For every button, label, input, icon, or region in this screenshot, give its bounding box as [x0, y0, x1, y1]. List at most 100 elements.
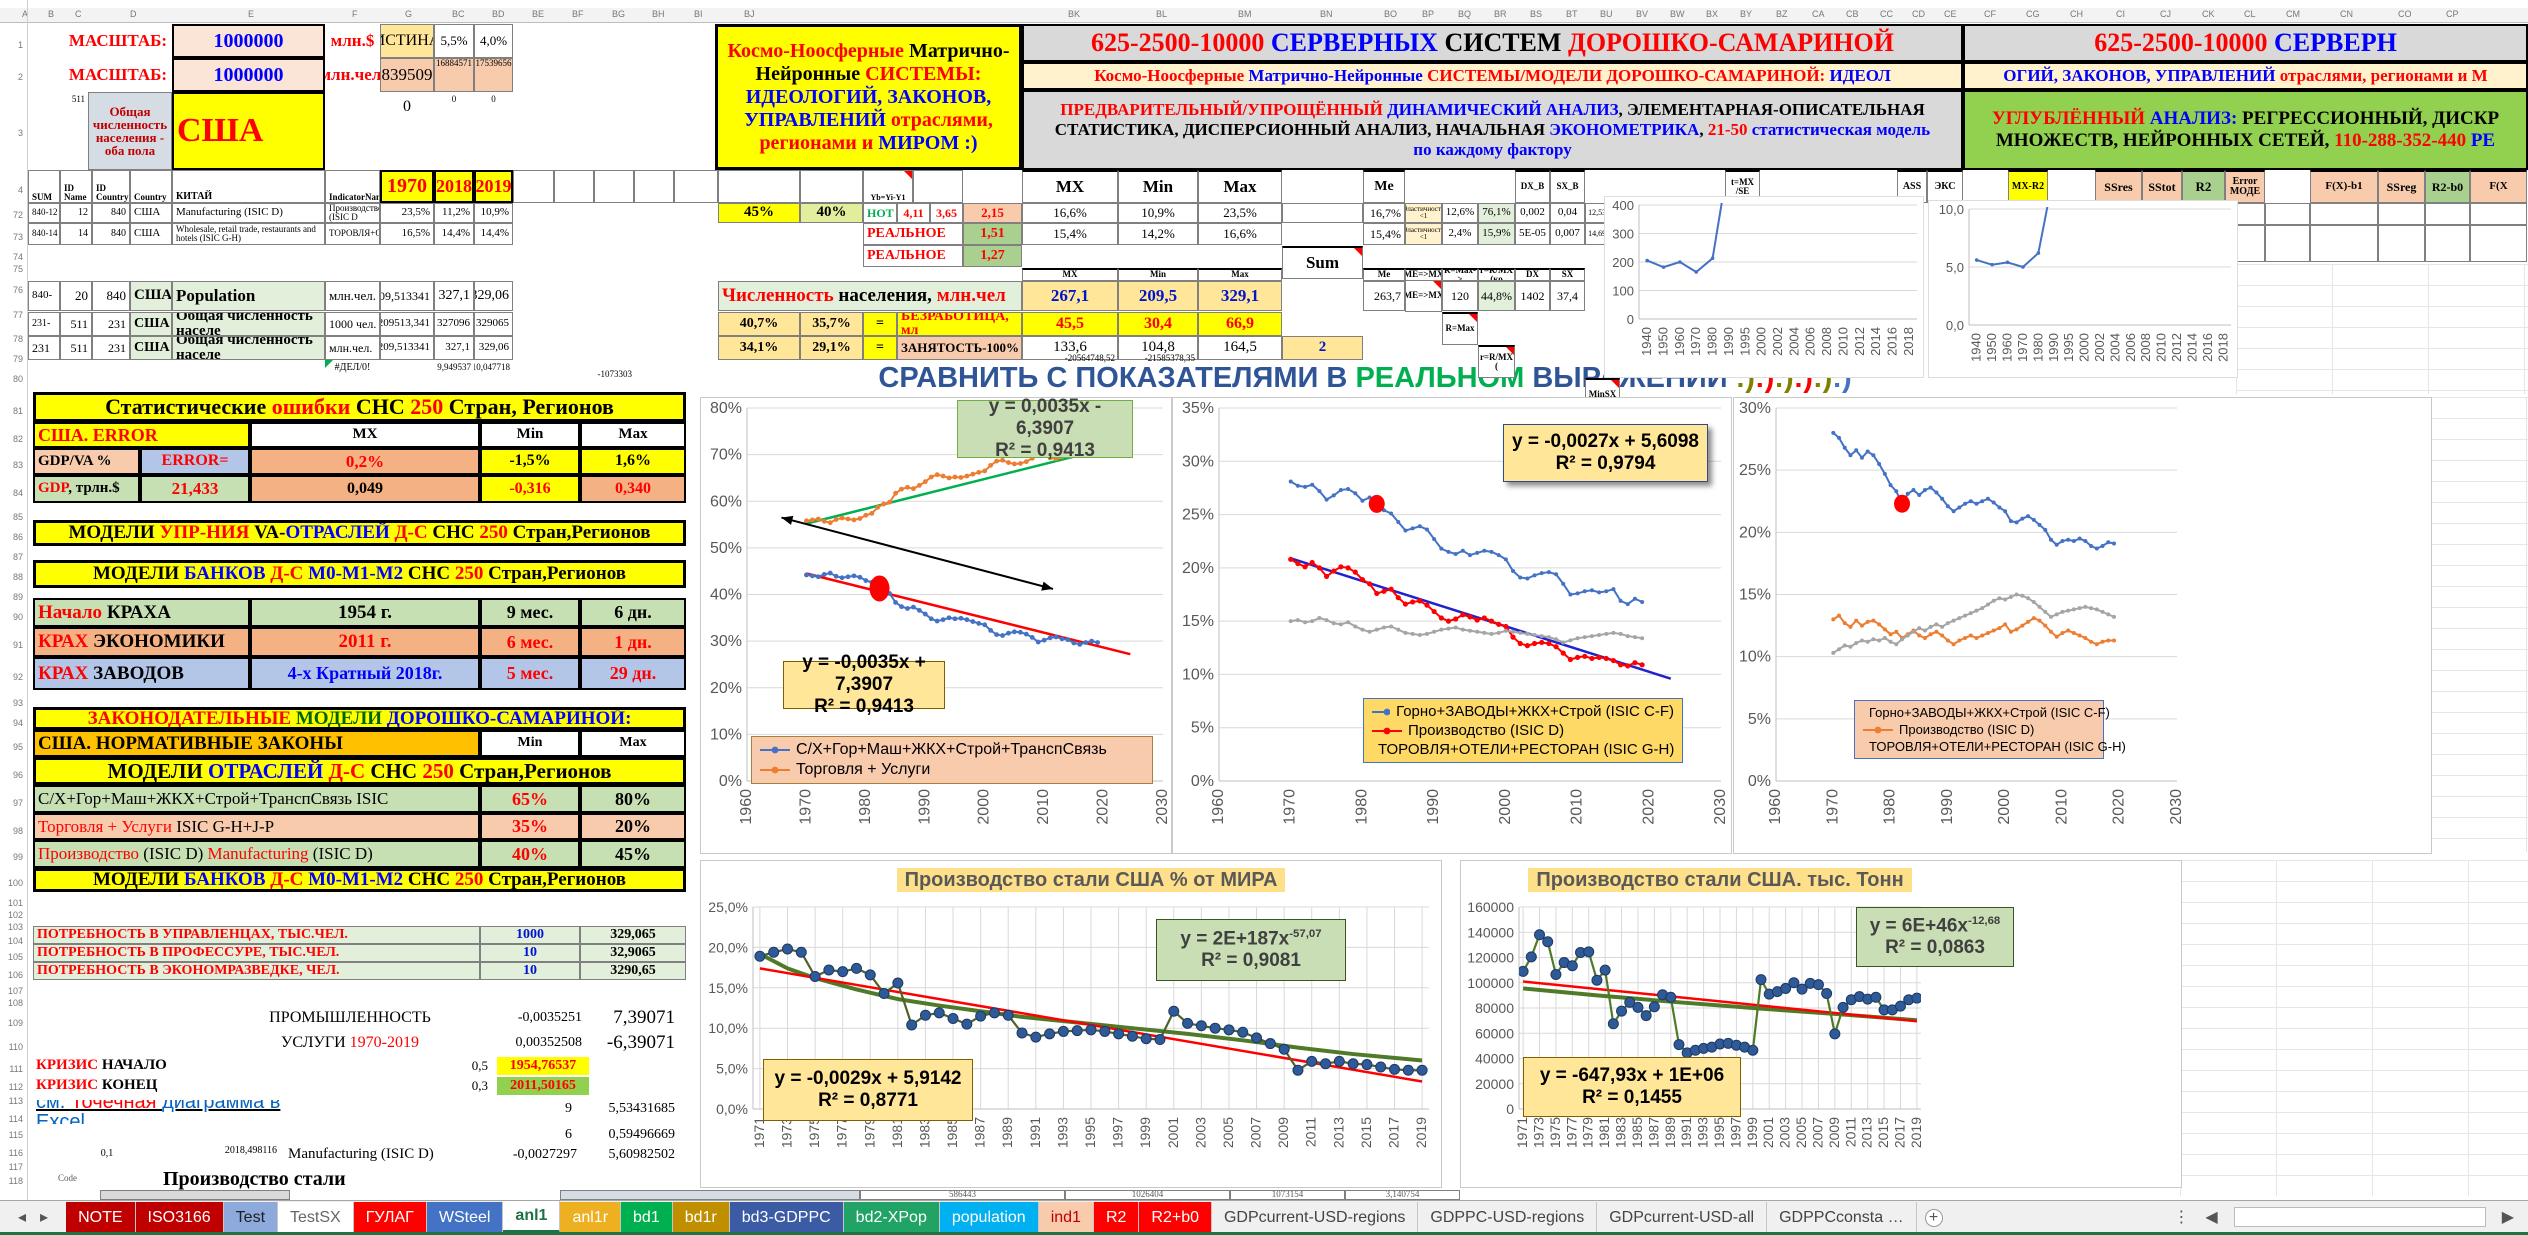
r77-1970[interactable]: 209513,341 — [380, 312, 434, 336]
r79-b[interactable]: 10,047718 — [474, 362, 510, 373]
pct-1-cell[interactable]: 5,5% — [434, 24, 474, 58]
r73-1970[interactable]: 16,5% — [380, 223, 434, 245]
need2-a[interactable]: 10 — [480, 944, 580, 962]
column-header-CP[interactable]: CP — [2446, 9, 2459, 19]
krah1-days[interactable]: 6 дн. — [580, 598, 686, 627]
r76-unit[interactable]: млн.чел. — [325, 281, 380, 311]
gdp-min[interactable]: -0,316 — [480, 475, 580, 503]
row-header-104[interactable]: 104 — [7, 936, 23, 946]
column-header-BC[interactable]: BC — [452, 9, 465, 19]
scale-value-2[interactable]: 1000000 — [172, 58, 325, 92]
n9[interactable]: 9 — [565, 1100, 572, 1116]
r72-rmax[interactable]: 12,6% — [1442, 203, 1478, 223]
r78-max[interactable]: 164,5 — [1198, 336, 1282, 360]
r79-err[interactable]: #ДЕЛ/0! — [325, 360, 380, 376]
r77-max[interactable]: 66,9 — [1198, 312, 1282, 336]
row-header-112[interactable]: 112 — [8, 1082, 23, 1092]
row-header-96[interactable]: 96 — [12, 770, 23, 780]
row-header-105[interactable]: 105 — [7, 952, 23, 962]
column-header-BW[interactable]: BW — [1670, 9, 1685, 19]
hdr-yb[interactable]: Yb=Yi-Y1 — [863, 170, 913, 203]
row-header-87[interactable]: 87 — [12, 552, 23, 562]
r72-sum[interactable] — [1282, 203, 1363, 223]
sheet-tab-TestSX[interactable]: TestSX — [278, 1202, 354, 1233]
row-header-90[interactable]: 90 — [12, 612, 23, 622]
column-header-BZ[interactable]: BZ — [1776, 9, 1788, 19]
need3-a[interactable]: 10 — [480, 962, 580, 980]
r77-mx[interactable]: 45,5 — [1022, 312, 1118, 336]
column-header-BS[interactable]: BS — [1530, 9, 1543, 19]
krah3-year[interactable]: 4-х Кратный 2018г. — [250, 657, 480, 690]
r73-id2[interactable]: 14 — [60, 223, 92, 245]
r77-pa[interactable]: 40,7% — [718, 312, 800, 336]
otr2-label[interactable]: Торговля + Услуги ISIC G-H+J-P — [33, 813, 480, 840]
mini-chart-b[interactable]: 0,0 5,0 10,0 1940 1950 1960 1970 1980 1990 1995 20… — [1928, 200, 2238, 378]
chart-isic-real-legend[interactable]: Горно+ЗАВОДЫ+ЖКХ+Строй (ISIC C-F) Произво… — [1854, 700, 2126, 759]
krah1-label[interactable]: Начало КРАХА — [33, 598, 250, 627]
r72-2019[interactable]: 10,9% — [474, 203, 513, 223]
usa-error-label[interactable]: США. ERROR — [33, 422, 250, 448]
country-usa-cell[interactable]: США — [172, 92, 325, 170]
r78-2018[interactable]: 327,1 — [434, 336, 474, 360]
empty-cell[interactable] — [2310, 203, 2378, 225]
r78-name[interactable]: Общая численность населе — [172, 336, 325, 360]
row-header-92[interactable]: 92 — [12, 672, 23, 682]
gdpva-label[interactable]: GDP/VA % — [33, 448, 140, 475]
r73-name[interactable]: Wholesale, retail trade, restaurants and… — [172, 223, 325, 245]
r72-sxb[interactable]: 0,04 — [1550, 203, 1585, 223]
column-header-CE[interactable]: CE — [1944, 9, 1957, 19]
big-1-cell[interactable]: 16884571 — [434, 58, 474, 92]
column-header-BF[interactable]: BF — [572, 9, 584, 19]
column-header-BD[interactable]: BD — [492, 9, 505, 19]
r77-2019[interactable]: 329065 — [474, 312, 513, 336]
r73-2019[interactable]: 14,4% — [474, 223, 513, 245]
r72-id2[interactable]: 12 — [60, 203, 92, 223]
partial-cell[interactable] — [100, 1190, 290, 1200]
need3-label[interactable]: ПОТРЕБНОСТЬ В ЭКОНОМРАЗВЕДКЕ, ЧЕЛ. — [33, 962, 480, 980]
empty-cell[interactable] — [2425, 225, 2470, 262]
add-sheet-button[interactable]: + — [1924, 1208, 1943, 1227]
krah1-months[interactable]: 9 мес. — [480, 598, 580, 627]
row-header-97[interactable]: 97 — [12, 798, 23, 808]
r73-min[interactable]: 14,2% — [1118, 223, 1198, 245]
sheet-tab-bd2-XPop[interactable]: bd2-XPop — [843, 1202, 940, 1233]
r77-id[interactable]: 231- — [28, 312, 60, 336]
r76-1970[interactable]: 209,513341 — [380, 281, 434, 311]
r73-el[interactable]: Эластичность <1 — [1405, 223, 1442, 245]
r72-name-ru[interactable]: Производство (ISIC D — [325, 203, 380, 223]
otr3-min[interactable]: 40% — [480, 840, 580, 868]
r72-p2[interactable]: 40% — [800, 203, 863, 223]
r76-sx[interactable]: 37,4 — [1550, 281, 1585, 311]
need2-b[interactable]: 32,9065 — [580, 944, 686, 962]
zero-3[interactable]: 0 — [491, 94, 496, 105]
sheet-tab-bd3-GDPPC[interactable]: bd3-GDPPC — [729, 1202, 844, 1233]
chart-isic-nominal[interactable]: 0% 5% 10% 15% 20% 25% 30% 35% 1960 1970 1980 1990 20… — [1172, 397, 1732, 854]
sheet-tab-GDPPCconsta-[interactable]: GDPPCconsta … — [1767, 1202, 1917, 1233]
need2-label[interactable]: ПОТРЕБНОСТЬ В ПРОФЕССУРЕ, ТЫС.ЧЕЛ. — [33, 944, 480, 962]
r76-label[interactable]: Численность населения, млн.чел — [718, 281, 1022, 311]
usl-b[interactable]: -6,39071 — [606, 1033, 675, 1053]
r72-el[interactable]: Эластичность <1 — [1405, 203, 1442, 223]
r77-unit[interactable]: 1000 чел. — [325, 312, 380, 336]
partial-cell[interactable]: 586443 — [860, 1190, 1065, 1200]
row-header-76[interactable]: 76 — [12, 285, 23, 295]
r76-n120[interactable]: 120 — [1442, 281, 1478, 311]
column-header-F[interactable]: F — [352, 9, 358, 19]
row-header-84[interactable]: 84 — [12, 488, 23, 498]
row-header-107[interactable]: 107 — [7, 986, 23, 996]
empty-cell[interactable] — [2470, 225, 2527, 262]
row-header-102[interactable]: 102 — [7, 910, 23, 920]
usl-label[interactable]: УСЛУГИ 1970-2019 — [281, 1033, 419, 1051]
r72-id3[interactable]: 840 — [92, 203, 130, 223]
sheet-tab-Test[interactable]: Test — [223, 1202, 279, 1233]
truth-cell[interactable]: ИСТИНА — [380, 24, 434, 58]
sheet-tab-population[interactable]: population — [939, 1202, 1039, 1233]
r72-id[interactable]: 840-12 — [28, 203, 60, 223]
column-header-BP[interactable]: BP — [1422, 9, 1435, 19]
hdr-1970[interactable]: 1970 — [380, 170, 434, 203]
r73-rrmx[interactable]: 15,9% — [1478, 223, 1515, 245]
column-header-BN[interactable]: BN — [1320, 9, 1333, 19]
r77-id3[interactable]: 231 — [92, 312, 130, 336]
column-header-CM[interactable]: CM — [2286, 9, 2300, 19]
prom-b[interactable]: 7,39071 — [613, 1008, 675, 1028]
